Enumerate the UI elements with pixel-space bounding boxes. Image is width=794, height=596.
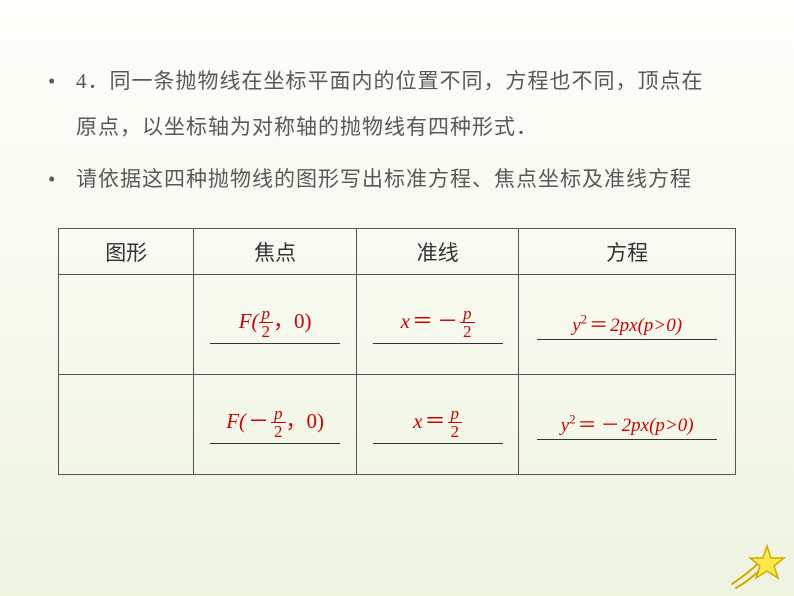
dir-2-math: x＝p2	[413, 405, 462, 441]
header-focus: 焦点	[194, 229, 356, 275]
cell-figure-1	[59, 275, 194, 375]
eq-1-underline: y2＝2px(p>0)	[537, 310, 717, 340]
focus-1-post: ，0)	[273, 309, 312, 333]
bullet-dot: •	[48, 158, 76, 200]
dir-2-frac: p2	[448, 405, 463, 440]
focus-2-pre: F(	[226, 409, 246, 433]
focus-1-underline: F(p2，0)	[210, 305, 340, 344]
slide-content: • 4．同一条抛物线在坐标平面内的位置不同，方程也不同，顶点在 原点，以坐标轴为…	[0, 0, 794, 475]
dir-1-pre: x	[401, 309, 410, 333]
dir-2-underline: x＝p2	[373, 405, 503, 444]
eq-2-underline: y2＝－2px(p>0)	[537, 410, 717, 440]
dir-2-num: p	[448, 405, 463, 423]
dir-1-frac: p2	[460, 305, 475, 340]
dir-1-eq: ＝	[410, 309, 435, 333]
focus-2-den: 2	[271, 423, 286, 440]
dir-2-pre: x	[413, 409, 422, 433]
dir-1-num: p	[460, 305, 475, 323]
eq-2-lhs: y	[561, 415, 569, 436]
para1-text2: 原点，以坐标轴为对称轴的抛物线有四种形式．	[76, 106, 746, 148]
paragraph-2: • 请依据这四种抛物线的图形写出标准方程、焦点坐标及准线方程	[48, 158, 746, 200]
eq-2-eqsign: ＝	[576, 415, 599, 436]
cell-focus-2: F(－p2，0)	[194, 375, 356, 475]
dir-1-den: 2	[460, 323, 475, 340]
paragraph-1-line-2: 原点，以坐标轴为对称轴的抛物线有四种形式．	[48, 106, 746, 148]
focus-2-neg: －	[246, 409, 271, 433]
focus-1-frac: p2	[259, 305, 274, 340]
header-directrix: 准线	[356, 229, 518, 275]
eq-2-math: y2＝－2px(p>0)	[561, 410, 694, 437]
header-equation: 方程	[519, 229, 736, 275]
dir-2-den: 2	[448, 423, 463, 440]
eq-1-lhs: y	[572, 315, 580, 336]
cell-directrix-2: x＝p2	[356, 375, 518, 475]
cell-focus-1: F(p2，0)	[194, 275, 356, 375]
dir-2-eq: ＝	[423, 409, 448, 433]
dir-1-underline: x＝－p2	[373, 305, 503, 344]
eq-1-rhs: 2px(p>0)	[610, 315, 682, 336]
focus-1-pre: F(	[239, 309, 259, 333]
table-header-row: 图形 焦点 准线 方程	[59, 229, 736, 275]
star-icon	[722, 534, 792, 594]
para1-text1: 4．同一条抛物线在坐标平面内的位置不同，方程也不同，顶点在	[76, 60, 746, 102]
bullet-dot: •	[48, 60, 76, 102]
focus-1-num: p	[259, 305, 274, 323]
focus-2-underline: F(－p2，0)	[210, 405, 340, 444]
eq-1-eqsign: ＝	[587, 315, 610, 336]
cell-figure-2	[59, 375, 194, 475]
eq-2-rhs: 2px(p>0)	[622, 415, 694, 436]
focus-1-math: F(p2，0)	[239, 305, 312, 341]
focus-2-frac: p2	[271, 405, 286, 440]
cell-equation-2: y2＝－2px(p>0)	[519, 375, 736, 475]
table-row: F(－p2，0) x＝p2 y2＝－2px(p>0)	[59, 375, 736, 475]
eq-2-neg: －	[599, 415, 622, 436]
parabola-table: 图形 焦点 准线 方程 F(p2，0) x＝－p2	[48, 228, 746, 475]
header-figure: 图形	[59, 229, 194, 275]
dir-1-neg: －	[435, 309, 460, 333]
cell-equation-1: y2＝2px(p>0)	[519, 275, 736, 375]
eq-1-math: y2＝2px(p>0)	[572, 310, 682, 337]
focus-2-math: F(－p2，0)	[226, 405, 324, 441]
focus-1-den: 2	[259, 323, 274, 340]
para2-text: 请依据这四种抛物线的图形写出标准方程、焦点坐标及准线方程	[76, 158, 746, 200]
dir-1-math: x＝－p2	[401, 305, 475, 341]
focus-2-post: ，0)	[286, 409, 325, 433]
focus-2-num: p	[271, 405, 286, 423]
paragraph-1-line-1: • 4．同一条抛物线在坐标平面内的位置不同，方程也不同，顶点在	[48, 60, 746, 102]
cell-directrix-1: x＝－p2	[356, 275, 518, 375]
eq-2-sup: 2	[569, 411, 576, 426]
table-row: F(p2，0) x＝－p2 y2＝2px(p>0)	[59, 275, 736, 375]
table: 图形 焦点 准线 方程 F(p2，0) x＝－p2	[58, 228, 736, 475]
